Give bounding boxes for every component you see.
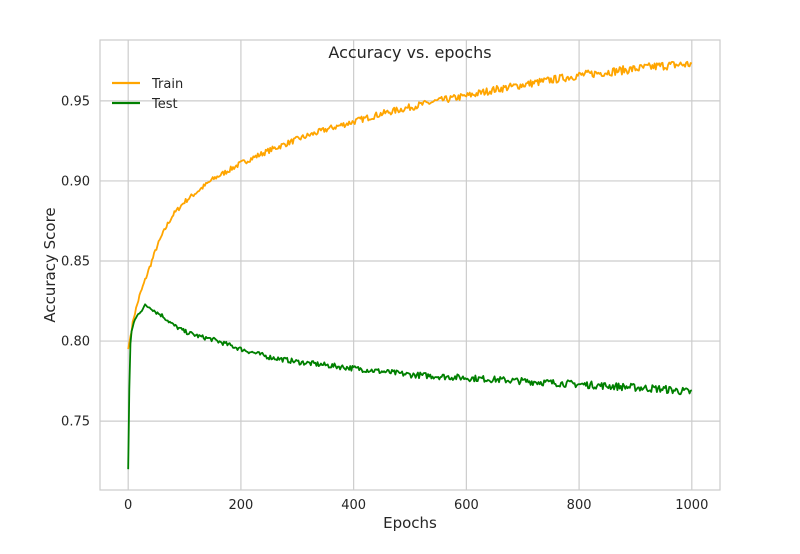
- chart-title: Accuracy vs. epochs: [328, 43, 491, 62]
- series-line-train: [127, 60, 693, 350]
- series-layer: [127, 60, 693, 470]
- x-tick-label: 400: [341, 498, 366, 513]
- plot-area: [99, 39, 721, 491]
- x-axis-label: Epochs: [383, 514, 437, 532]
- y-axis-label: Accuracy Score: [41, 207, 59, 322]
- legend-label-train: Train: [151, 77, 183, 92]
- x-tick-label: 1000: [675, 498, 708, 513]
- y-tick-label: 0.95: [61, 94, 90, 109]
- x-tick-label: 600: [454, 498, 479, 513]
- series-line-test: [127, 303, 693, 470]
- y-tick-label: 0.80: [61, 335, 90, 350]
- legend: Train Test: [112, 77, 183, 112]
- y-tick-label: 0.75: [61, 415, 90, 430]
- tick-layer: 0 200 400 600 800 1000 0.75 0.80 0.85 0.90 0.95: [61, 94, 708, 513]
- y-tick-label: 0.90: [61, 174, 90, 189]
- y-tick-label: 0.85: [61, 254, 90, 269]
- legend-label-test: Test: [151, 97, 178, 112]
- x-tick-label: 0: [124, 498, 132, 513]
- x-tick-label: 800: [567, 498, 592, 513]
- x-tick-label: 200: [228, 498, 253, 513]
